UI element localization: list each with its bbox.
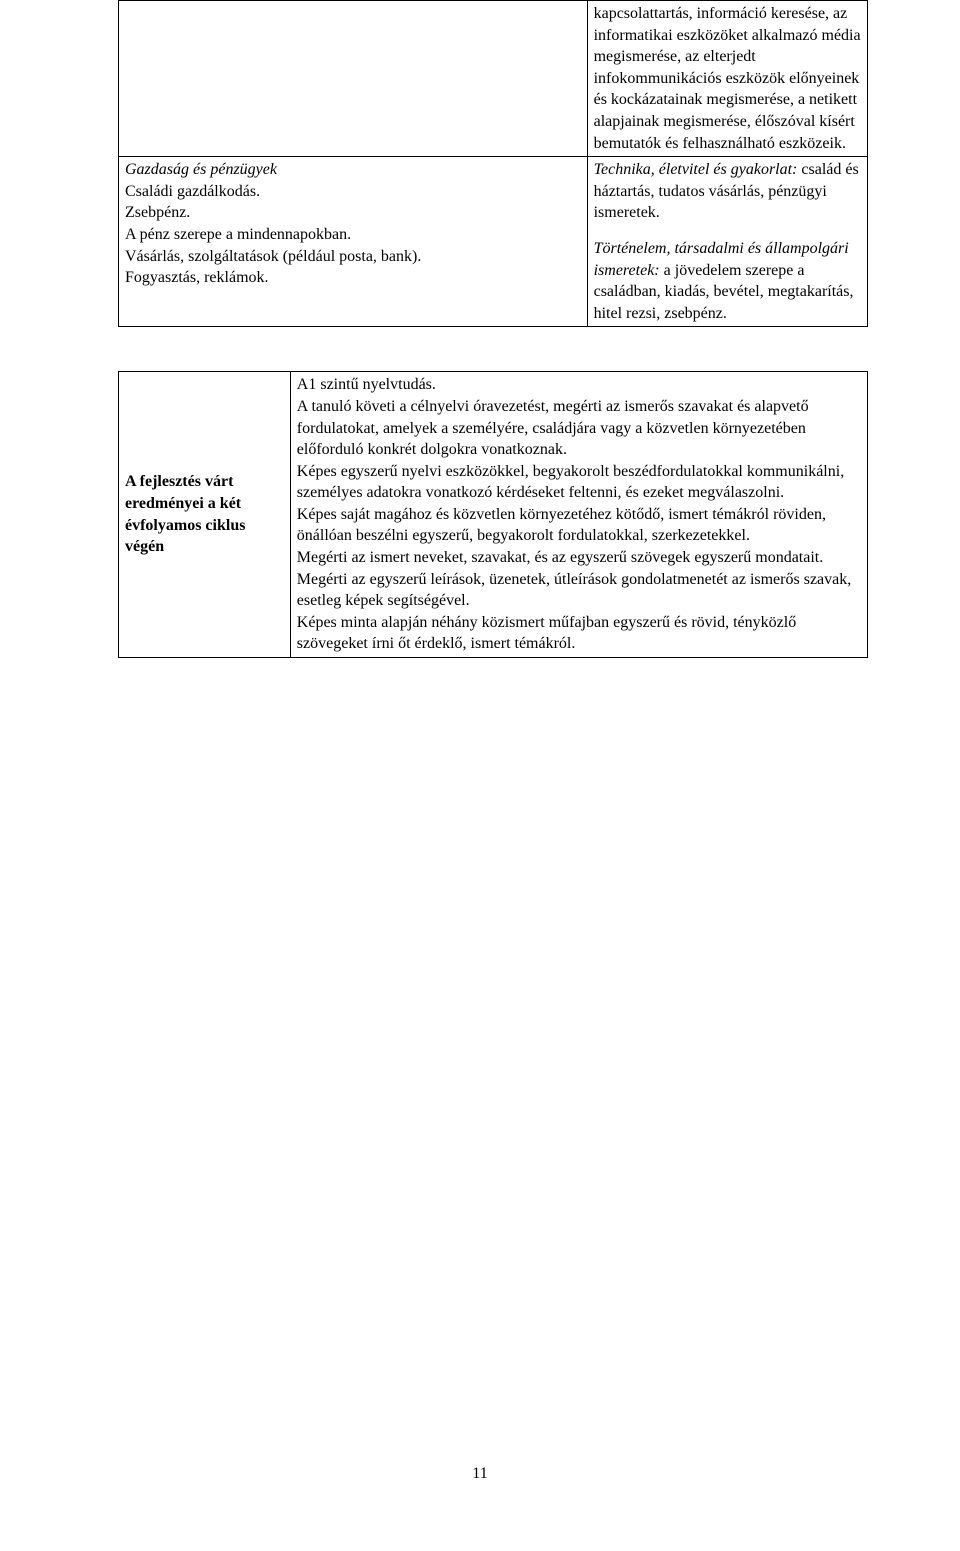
topic-line: Zsebpénz. xyxy=(125,204,190,221)
cell-left-topic: Gazdaság és pénzügyek Családi gazdálkodá… xyxy=(119,157,588,327)
topic-line: Családi gazdálkodás. xyxy=(125,183,260,200)
cell-outcome-label: A fejlesztés várt eredményei a két évfol… xyxy=(119,372,291,658)
outcome-line: A1 szintű nyelvtudás. xyxy=(297,376,436,393)
outcome-line: Megérti az ismert neveket, szavakat, és … xyxy=(297,549,851,609)
topic-title: Gazdaság és pénzügyek xyxy=(125,161,277,178)
outcome-line: Képes egyszerű nyelvi eszközökkel, begya… xyxy=(297,463,844,502)
table-topics: kapcsolattartás, információ keresése, az… xyxy=(118,0,868,327)
table-row: kapcsolattartás, információ keresése, az… xyxy=(119,1,868,157)
page-number: 11 xyxy=(0,1465,960,1483)
topic-line: Fogyasztás, reklámok. xyxy=(125,269,269,286)
cell-outcome-text: A1 szintű nyelvtudás. A tanuló követi a … xyxy=(290,372,867,658)
subject-label: Technika, életvitel és gyakorlat: xyxy=(594,161,798,178)
outcome-line: A tanuló követi a célnyelvi óravezetést,… xyxy=(297,398,809,458)
topic-line: A pénz szerepe a mindennapokban. xyxy=(125,226,351,243)
cell-right-intro: kapcsolattartás, információ keresése, az… xyxy=(587,1,867,157)
table-row: A fejlesztés várt eredményei a két évfol… xyxy=(119,372,868,658)
table-outcomes: A fejlesztés várt eredményei a két évfol… xyxy=(118,371,868,658)
outcome-title: A fejlesztés várt eredményei a két évfol… xyxy=(125,473,245,555)
cell-right-links: Technika, életvitel és gyakorlat: család… xyxy=(587,157,867,327)
spacer xyxy=(594,224,861,238)
table-row: Gazdaság és pénzügyek Családi gazdálkodá… xyxy=(119,157,868,327)
topic-line: Vásárlás, szolgáltatások (például posta,… xyxy=(125,248,421,265)
outcome-line: Képes saját magához és közvetlen környez… xyxy=(297,506,826,545)
page: kapcsolattartás, információ keresése, az… xyxy=(0,0,960,1551)
intro-text: kapcsolattartás, információ keresése, az… xyxy=(594,5,861,152)
cell-left-empty xyxy=(119,1,588,157)
outcome-line: Képes minta alapján néhány közismert műf… xyxy=(297,614,796,653)
